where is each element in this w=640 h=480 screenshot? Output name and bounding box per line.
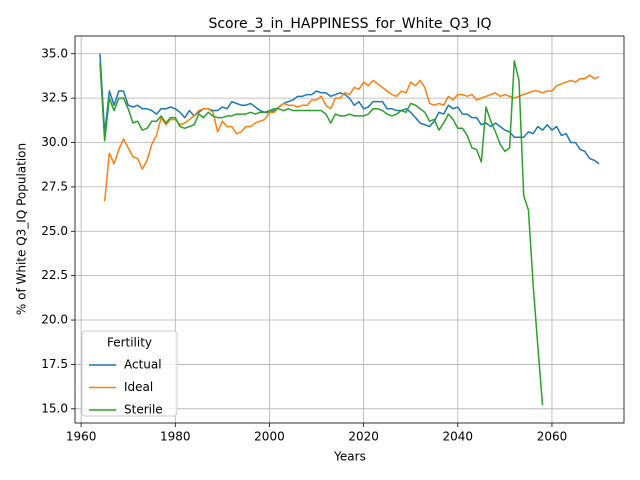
y-tick-label: 27.5 [41,179,68,193]
x-tick-label: 2040 [443,430,474,444]
y-tick-label: 22.5 [41,268,68,282]
y-tick-label: 20.0 [41,313,68,327]
legend-title: Fertility [107,336,152,350]
x-tick-label: 2020 [348,430,379,444]
legend-label: Ideal [124,380,153,394]
legend-label: Sterile [124,403,163,417]
chart-title: Score_3_in_HAPPINESS_for_White_Q3_IQ [208,16,491,32]
y-tick-label: 17.5 [41,357,68,371]
y-tick-label: 32.5 [41,91,68,105]
x-tick-label: 2000 [254,430,285,444]
line-series [99,60,544,406]
x-axis-label: Years [333,450,366,464]
y-tick-label: 30.0 [41,135,68,149]
x-tick-label: 1960 [66,430,97,444]
plot-frame [74,35,625,424]
legend-label: Actual [124,358,162,372]
x-tick-label: 2060 [537,430,568,444]
line-series [103,74,600,202]
y-tick-label: 15.0 [41,401,68,415]
legend-box [81,330,178,417]
y-axis-label: % of White Q3_IQ Population [15,143,29,315]
line-series [99,53,600,165]
y-tick-label: 35.0 [41,46,68,60]
y-tick-label: 25.0 [41,224,68,238]
x-tick-label: 1980 [160,430,191,444]
